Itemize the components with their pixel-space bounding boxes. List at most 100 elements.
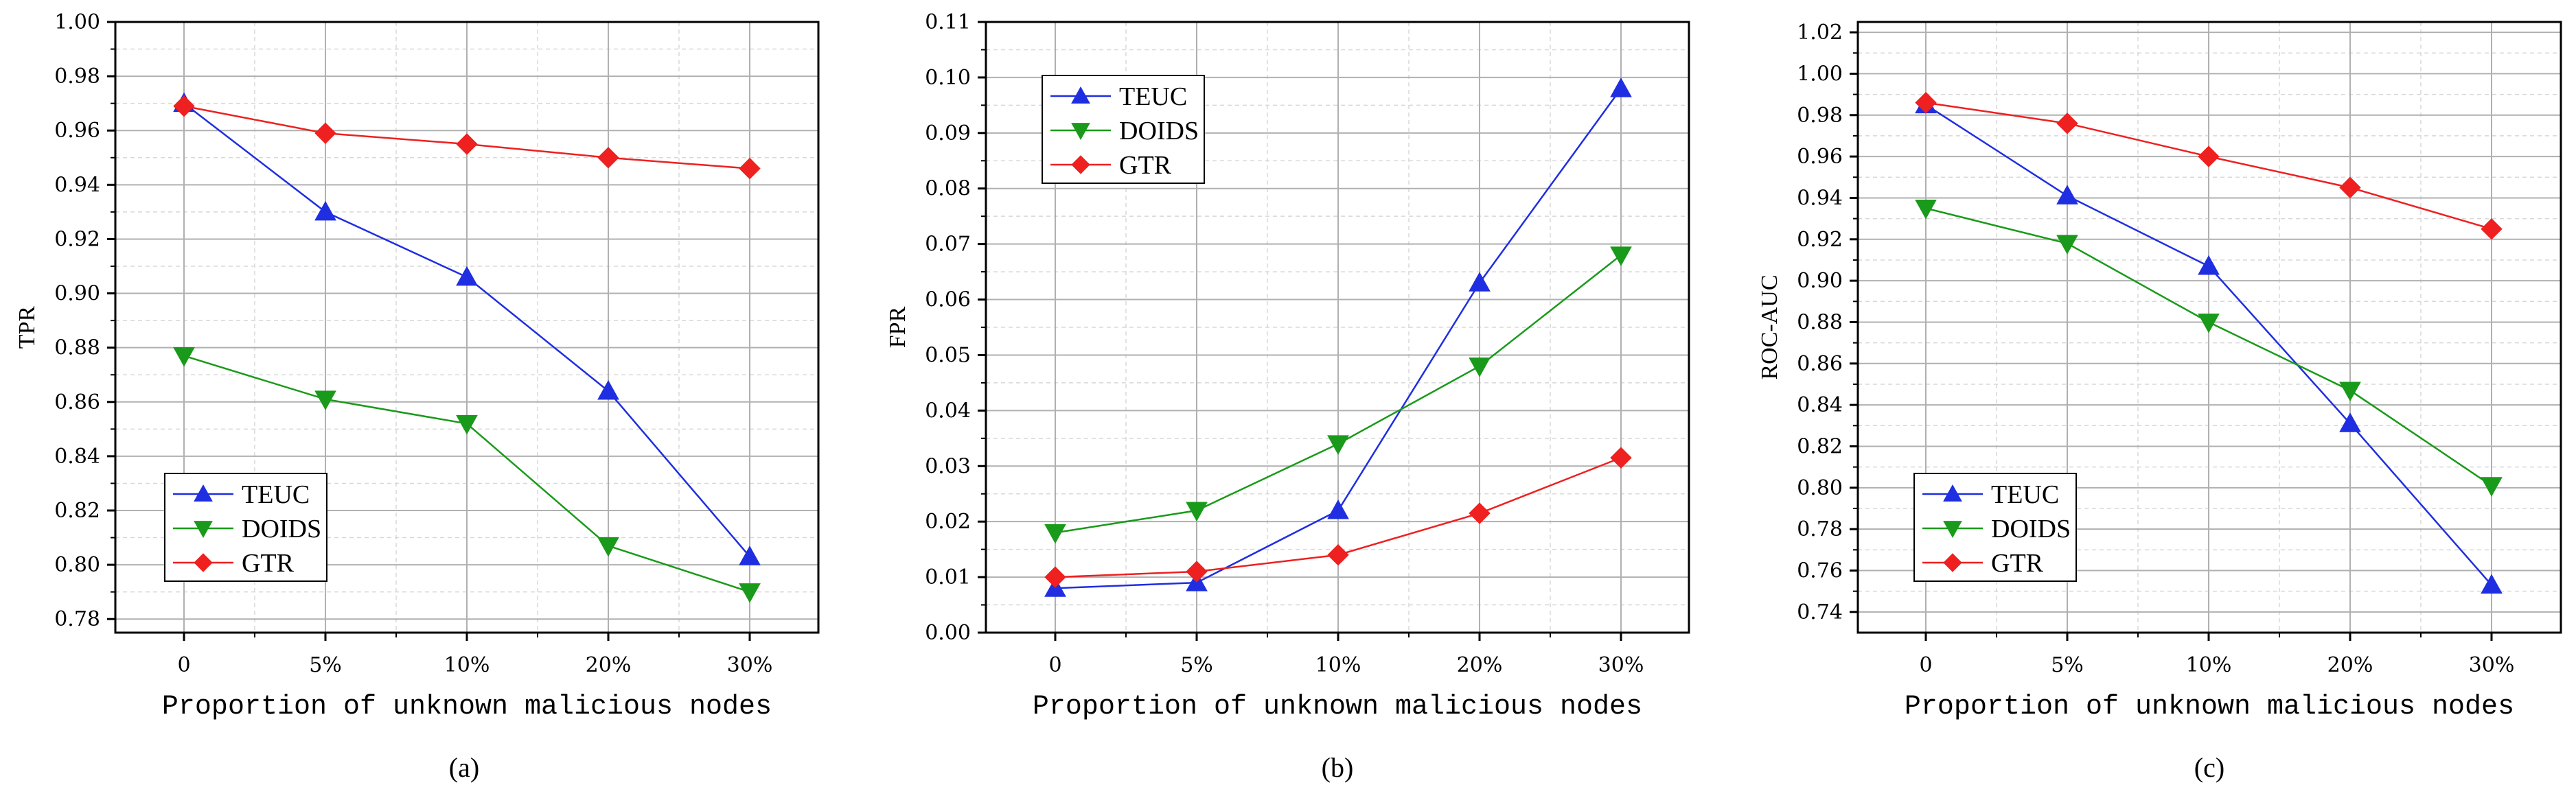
panel-caption: (c) <box>2194 752 2224 783</box>
data-point-doids <box>2198 313 2220 333</box>
y-tick-label: 0.94 <box>1797 186 1843 210</box>
data-point-doids <box>1469 357 1491 377</box>
data-point-gtr <box>173 95 195 117</box>
y-axis-title: ROC-AUC <box>1757 274 1782 379</box>
panel-caption: (b) <box>1322 752 1354 783</box>
data-point-teuc <box>1327 499 1349 519</box>
data-point-doids <box>1044 524 1066 544</box>
y-tick-label: 0.90 <box>54 282 100 306</box>
y-tick-label: 0.05 <box>925 343 971 367</box>
y-tick-label: 0.08 <box>925 177 971 201</box>
y-tick-label: 0.80 <box>1797 476 1843 500</box>
x-tick-label: 20% <box>586 653 632 677</box>
data-point-gtr <box>456 133 478 155</box>
data-point-gtr <box>314 122 336 144</box>
legend-marker-doids <box>1943 521 1962 539</box>
legend-label-gtr: GTR <box>242 549 295 578</box>
data-point-doids <box>314 390 336 410</box>
y-tick-label: 1.00 <box>1797 62 1843 86</box>
data-point-teuc <box>456 266 478 286</box>
legend-marker-gtr <box>1071 155 1090 174</box>
x-tick-label: 5% <box>2051 653 2084 677</box>
legend-marker-gtr <box>194 553 213 572</box>
x-tick-label: 20% <box>1457 653 1503 677</box>
y-tick-label: 1.00 <box>54 10 100 34</box>
y-tick-label: 0.86 <box>54 390 100 414</box>
y-tick-label: 0.92 <box>54 227 100 251</box>
x-tick-label: 5% <box>1180 653 1213 677</box>
data-point-teuc <box>1610 78 1632 97</box>
y-tick-label: 0.11 <box>925 10 971 34</box>
data-point-doids <box>597 537 619 557</box>
y-tick-label: 0.76 <box>1797 559 1843 583</box>
y-tick-label: 0.09 <box>925 121 971 145</box>
data-point-teuc <box>597 379 619 400</box>
x-tick-label: 10% <box>2186 653 2232 677</box>
y-tick-label: 0.04 <box>925 399 971 423</box>
y-tick-label: 0.86 <box>1797 352 1843 376</box>
legend-label-teuc: TEUC <box>1991 480 2059 509</box>
y-tick-label: 0.88 <box>54 336 100 360</box>
legend-marker-teuc <box>1071 86 1090 104</box>
legend-label-gtr: GTR <box>1119 151 1172 180</box>
data-point-teuc <box>1469 272 1491 292</box>
legend-label-teuc: TEUC <box>1119 82 1187 111</box>
y-tick-label: 0.94 <box>54 173 100 197</box>
y-tick-label: 0.74 <box>1797 600 1843 624</box>
y-tick-label: 0.92 <box>1797 228 1843 252</box>
y-axis-title: TPR <box>14 306 40 349</box>
data-point-doids <box>456 414 478 435</box>
x-tick-label: 30% <box>727 653 773 677</box>
data-point-doids <box>1610 246 1632 266</box>
y-axis-title: FPR <box>885 306 910 348</box>
legend-marker-doids <box>194 521 213 539</box>
data-point-gtr <box>1915 91 1937 114</box>
y-tick-label: 0.96 <box>1797 145 1843 169</box>
y-tick-label: 0.98 <box>54 64 100 89</box>
y-tick-label: 0.82 <box>54 499 100 523</box>
legend-label-doids: DOIDS <box>1991 515 2071 543</box>
x-tick-label: 0 <box>1048 653 1061 677</box>
legend-marker-doids <box>1071 123 1090 141</box>
data-point-doids <box>739 583 761 603</box>
data-point-gtr <box>1186 561 1208 583</box>
x-tick-label: 30% <box>1598 653 1644 677</box>
y-tick-label: 0.98 <box>1797 104 1843 128</box>
data-point-gtr <box>597 147 619 169</box>
legend-marker-teuc <box>1943 484 1962 502</box>
legend-marker-gtr <box>1943 553 1962 572</box>
y-tick-label: 0.03 <box>925 454 971 478</box>
data-point-gtr <box>1469 502 1491 524</box>
chart-panel-c: 0.74 0.76 0.78 0.80 0.82 0.84 0.86 0.88 0.90 0.92… <box>1757 21 2562 783</box>
data-point-doids <box>1327 435 1349 455</box>
y-tick-label: 0.78 <box>1797 517 1843 541</box>
data-point-doids <box>2056 235 2078 255</box>
data-point-doids <box>1915 200 1937 220</box>
y-tick-label: 0.01 <box>925 565 971 589</box>
legend-label-teuc: TEUC <box>242 480 310 509</box>
data-point-teuc <box>2198 255 2220 275</box>
y-tick-label: 0.02 <box>925 510 971 534</box>
x-tick-label: 10% <box>444 653 490 677</box>
data-point-doids <box>173 347 195 367</box>
y-tick-label: 0.10 <box>925 66 971 90</box>
y-tick-label: 0.07 <box>925 233 971 257</box>
y-tick-label: 1.02 <box>1797 21 1843 45</box>
data-point-teuc <box>2481 574 2503 594</box>
data-point-gtr <box>1327 544 1349 566</box>
data-point-gtr <box>2481 218 2503 240</box>
data-point-gtr <box>2198 145 2220 167</box>
y-tick-label: 0.90 <box>1797 269 1843 293</box>
data-point-gtr <box>2339 176 2361 199</box>
x-tick-label: 20% <box>2327 653 2373 677</box>
data-point-gtr <box>1044 566 1066 588</box>
y-tick-label: 0.06 <box>925 288 971 312</box>
chart-panel-b: 0.00 0.01 0.02 0.03 0.04 0.05 0.06 0.07 0.08 0.09… <box>885 10 1690 783</box>
x-axis-title: Proportion of unknown malicious nodes <box>162 692 772 723</box>
data-point-gtr <box>2056 113 2078 134</box>
data-point-teuc <box>314 200 336 221</box>
x-tick-label: 10% <box>1315 653 1361 677</box>
data-point-doids <box>2481 477 2503 497</box>
data-point-gtr <box>1610 447 1632 469</box>
